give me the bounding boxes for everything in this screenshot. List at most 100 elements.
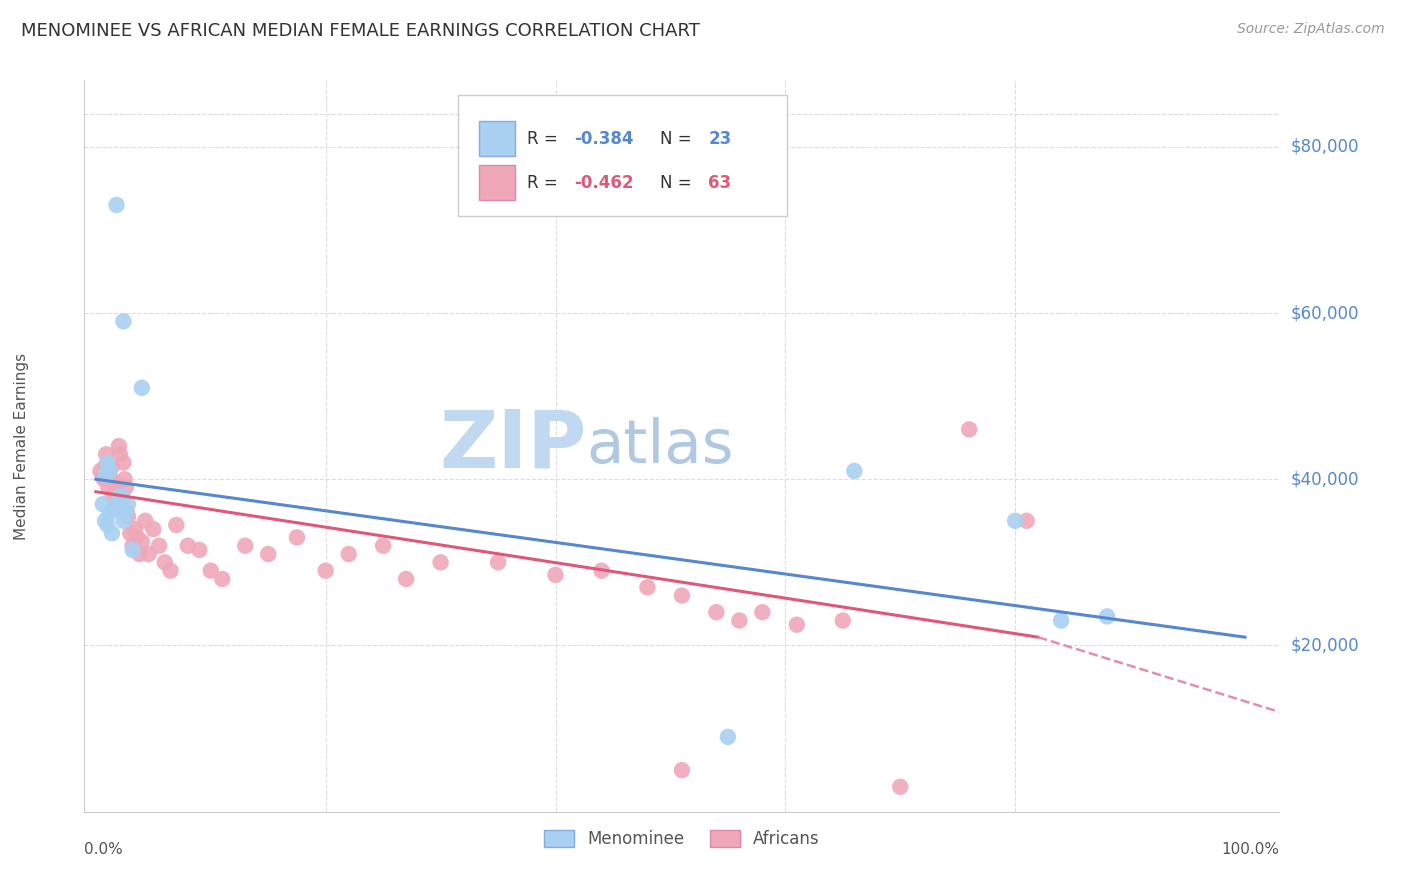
- Point: [177, 539, 200, 553]
- Point: [111, 493, 134, 508]
- Point: [200, 564, 222, 578]
- Point: [112, 314, 135, 328]
- Point: [636, 580, 658, 594]
- Point: [121, 542, 143, 557]
- Point: [91, 468, 114, 483]
- Point: [117, 509, 139, 524]
- Point: [728, 614, 751, 628]
- Point: [148, 539, 170, 553]
- Point: [91, 497, 114, 511]
- Point: [96, 447, 118, 461]
- Point: [159, 564, 181, 578]
- Point: [429, 555, 451, 569]
- Point: [101, 489, 124, 503]
- Text: R =: R =: [527, 174, 562, 192]
- Point: [671, 763, 693, 777]
- Text: 63: 63: [709, 174, 731, 192]
- Point: [315, 564, 337, 578]
- Point: [105, 476, 128, 491]
- Point: [98, 464, 121, 478]
- Point: [104, 484, 127, 499]
- Point: [188, 542, 211, 557]
- Point: [889, 780, 911, 794]
- Point: [114, 506, 136, 520]
- Legend: Menominee, Africans: Menominee, Africans: [537, 823, 827, 855]
- Point: [233, 539, 256, 553]
- Point: [373, 539, 395, 553]
- Point: [844, 464, 866, 478]
- Point: [337, 547, 360, 561]
- Point: [831, 614, 853, 628]
- Point: [101, 526, 124, 541]
- Point: [108, 447, 131, 461]
- Point: [134, 514, 156, 528]
- Point: [103, 501, 125, 516]
- Point: [671, 589, 693, 603]
- Point: [94, 468, 117, 483]
- Text: ZIP: ZIP: [439, 407, 586, 485]
- Text: N =: N =: [661, 174, 697, 192]
- Point: [114, 481, 136, 495]
- Point: [153, 555, 176, 569]
- Point: [98, 464, 121, 478]
- Point: [544, 567, 567, 582]
- Point: [395, 572, 418, 586]
- Point: [786, 617, 808, 632]
- Bar: [479, 121, 515, 156]
- Point: [94, 514, 117, 528]
- Point: [124, 522, 146, 536]
- Text: $60,000: $60,000: [1291, 304, 1360, 322]
- Point: [717, 730, 740, 744]
- Point: [486, 555, 509, 569]
- Point: [112, 514, 135, 528]
- Point: [98, 506, 121, 520]
- Point: [114, 472, 136, 486]
- Text: 23: 23: [709, 130, 731, 148]
- Point: [1050, 614, 1073, 628]
- Point: [117, 497, 139, 511]
- Point: [100, 472, 122, 486]
- Point: [211, 572, 233, 586]
- Point: [107, 497, 129, 511]
- Point: [751, 605, 773, 619]
- Point: [1015, 514, 1038, 528]
- Point: [142, 522, 165, 536]
- Point: [257, 547, 280, 561]
- Point: [101, 459, 124, 474]
- Point: [96, 456, 118, 470]
- Text: $80,000: $80,000: [1291, 137, 1360, 156]
- Point: [110, 489, 132, 503]
- Point: [1004, 514, 1026, 528]
- Point: [128, 547, 150, 561]
- Text: atlas: atlas: [586, 417, 734, 475]
- Point: [957, 422, 980, 436]
- Point: [94, 459, 117, 474]
- Point: [131, 534, 153, 549]
- Text: $40,000: $40,000: [1291, 470, 1360, 488]
- Point: [112, 456, 135, 470]
- Text: MENOMINEE VS AFRICAN MEDIAN FEMALE EARNINGS CORRELATION CHART: MENOMINEE VS AFRICAN MEDIAN FEMALE EARNI…: [21, 22, 700, 40]
- Text: Source: ZipAtlas.com: Source: ZipAtlas.com: [1237, 22, 1385, 37]
- Text: 100.0%: 100.0%: [1222, 842, 1279, 857]
- Point: [89, 464, 111, 478]
- Point: [108, 493, 131, 508]
- Point: [706, 605, 728, 619]
- Point: [1095, 609, 1118, 624]
- Point: [96, 472, 118, 486]
- Point: [105, 198, 128, 212]
- Point: [108, 439, 131, 453]
- Text: R =: R =: [527, 130, 562, 148]
- Text: Median Female Earnings: Median Female Earnings: [14, 352, 30, 540]
- FancyBboxPatch shape: [458, 95, 787, 216]
- Bar: [479, 165, 515, 200]
- Text: -0.384: -0.384: [575, 130, 634, 148]
- Point: [285, 530, 308, 544]
- Point: [165, 518, 187, 533]
- Point: [110, 489, 132, 503]
- Point: [93, 472, 115, 486]
- Point: [96, 518, 118, 533]
- Text: $20,000: $20,000: [1291, 637, 1360, 655]
- Point: [591, 564, 613, 578]
- Point: [138, 547, 160, 561]
- Point: [127, 530, 149, 544]
